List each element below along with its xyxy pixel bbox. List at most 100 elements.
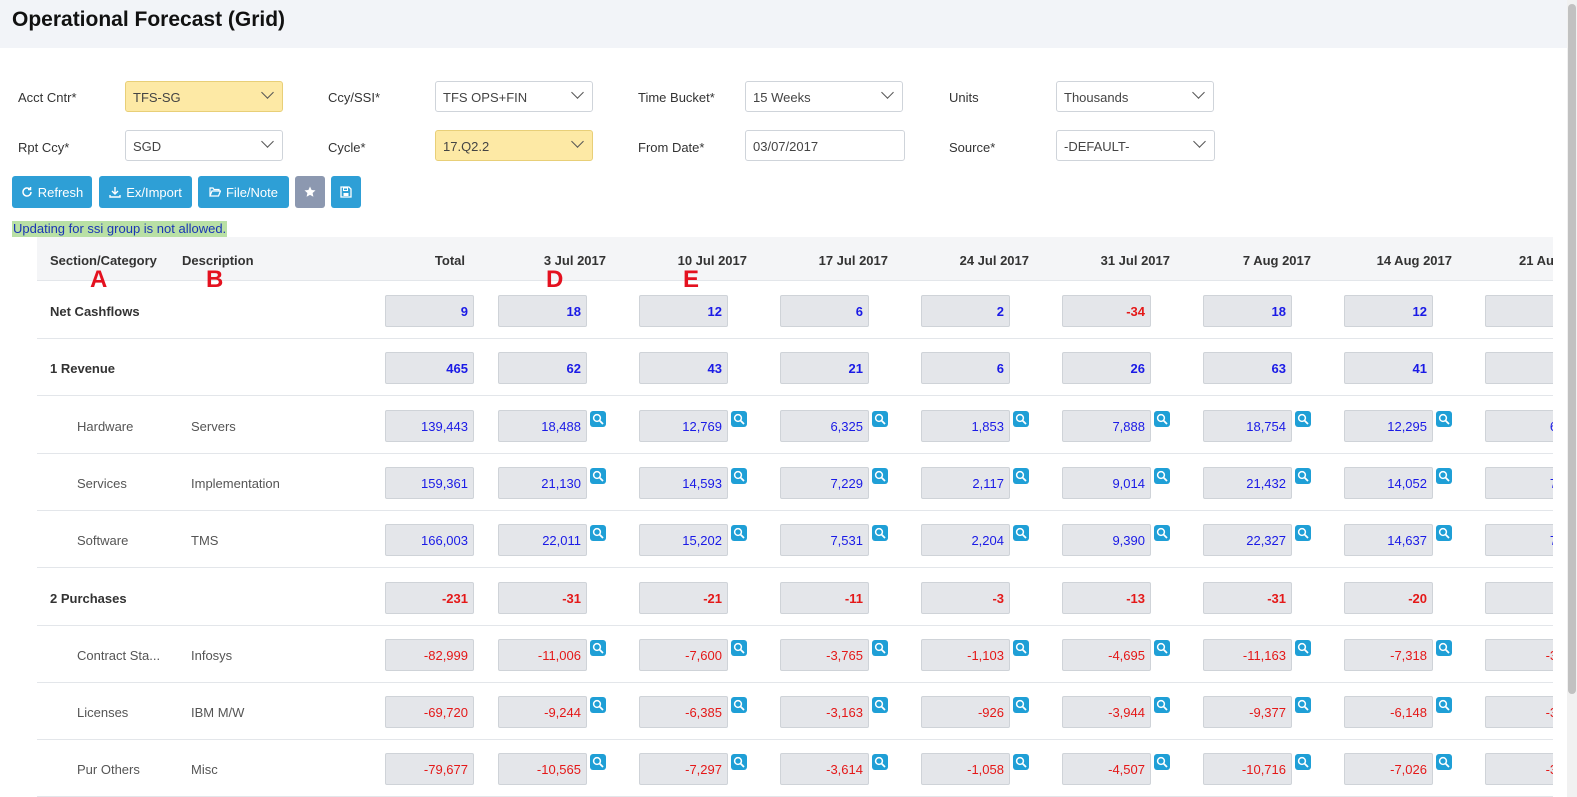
search-detail-icon[interactable] <box>731 754 747 771</box>
search-detail-icon[interactable] <box>1295 697 1311 714</box>
header-week[interactable]: 10 Jul 2017 <box>677 253 747 268</box>
scrollbar-thumb[interactable] <box>1568 4 1576 694</box>
week-value-cell[interactable]: -31 <box>1203 581 1292 614</box>
week-value-cell[interactable]: 1,853 <box>921 409 1010 442</box>
time-bucket-select[interactable]: 15 Weeks <box>745 81 903 112</box>
week-value-cell[interactable] <box>1485 295 1553 327</box>
search-detail-icon[interactable] <box>1295 525 1311 542</box>
search-detail-icon[interactable] <box>590 467 606 484</box>
week-value-cell[interactable]: 63 <box>1203 352 1292 385</box>
week-value-cell[interactable]: 18,754 <box>1203 409 1292 442</box>
search-detail-icon[interactable] <box>731 410 747 427</box>
save-button[interactable] <box>331 176 361 208</box>
week-value-cell[interactable]: -13 <box>1062 581 1151 614</box>
week-value-cell[interactable]: -11,006 <box>498 638 587 671</box>
week-value-cell[interactable]: 14,637 <box>1344 524 1433 557</box>
week-value-cell[interactable]: -11,163 <box>1203 638 1292 671</box>
week-value-cell[interactable]: -10,716 <box>1203 753 1292 786</box>
search-detail-icon[interactable] <box>872 697 888 714</box>
week-value-cell[interactable]: -4,507 <box>1062 753 1151 786</box>
search-detail-icon[interactable] <box>1295 639 1311 656</box>
rpt-ccy-select[interactable]: SGD <box>125 130 283 161</box>
search-detail-icon[interactable] <box>1436 639 1452 656</box>
total-cell[interactable]: 159,361 <box>385 466 474 499</box>
search-detail-icon[interactable] <box>731 697 747 714</box>
header-section-category[interactable]: Section/Category <box>50 253 157 268</box>
week-value-cell[interactable]: 15,202 <box>639 524 728 557</box>
week-value-cell[interactable]: -7,026 <box>1344 753 1433 786</box>
ex-import-button[interactable]: Ex/Import <box>99 176 192 208</box>
source-select[interactable]: -DEFAULT- <box>1056 130 1215 161</box>
week-value-cell[interactable]: 22,327 <box>1203 524 1292 557</box>
from-date-input[interactable]: 03/07/2017 <box>745 130 905 161</box>
week-value-cell[interactable]: -1,058 <box>921 753 1010 786</box>
week-value-cell[interactable]: 7,0 <box>1485 466 1553 499</box>
search-detail-icon[interactable] <box>1436 467 1452 484</box>
week-value-cell[interactable]: -4,695 <box>1062 638 1151 671</box>
search-detail-icon[interactable] <box>1295 410 1311 427</box>
header-total[interactable]: Total <box>434 253 465 268</box>
week-value-cell[interactable]: 26 <box>1062 352 1151 385</box>
search-detail-icon[interactable] <box>1013 754 1029 771</box>
file-note-button[interactable]: File/Note <box>198 176 289 208</box>
week-value-cell[interactable]: -7,297 <box>639 753 728 786</box>
header-week[interactable]: 21 Au <box>1519 253 1553 268</box>
week-value-cell[interactable]: -3,944 <box>1062 696 1151 729</box>
header-week[interactable]: 17 Jul 2017 <box>818 253 888 268</box>
week-value-cell[interactable]: 6,1 <box>1485 409 1553 442</box>
week-value-cell[interactable]: 62 <box>498 352 587 385</box>
week-value-cell[interactable]: 12,769 <box>639 409 728 442</box>
week-value-cell[interactable]: 41 <box>1344 352 1433 385</box>
refresh-button[interactable]: Refresh <box>12 176 92 208</box>
search-detail-icon[interactable] <box>590 697 606 714</box>
week-value-cell[interactable]: -10,565 <box>498 753 587 786</box>
total-cell[interactable]: 139,443 <box>385 409 474 442</box>
total-cell[interactable]: -79,677 <box>385 753 474 786</box>
search-detail-icon[interactable] <box>590 410 606 427</box>
week-value-cell[interactable]: -3,5 <box>1485 753 1553 786</box>
search-detail-icon[interactable] <box>872 410 888 427</box>
total-cell[interactable]: 166,003 <box>385 524 474 557</box>
week-value-cell[interactable]: 14,593 <box>639 466 728 499</box>
search-detail-icon[interactable] <box>1436 697 1452 714</box>
week-value-cell[interactable]: -31 <box>498 581 587 614</box>
week-value-cell[interactable]: -3 <box>921 581 1010 614</box>
search-detail-icon[interactable] <box>1295 754 1311 771</box>
week-value-cell[interactable]: 7,888 <box>1062 409 1151 442</box>
header-week[interactable]: 31 Jul 2017 <box>1100 253 1170 268</box>
search-detail-icon[interactable] <box>731 525 747 542</box>
week-value-cell[interactable]: 2 <box>1485 352 1553 385</box>
week-value-cell[interactable]: 14,052 <box>1344 466 1433 499</box>
search-detail-icon[interactable] <box>1154 467 1170 484</box>
week-value-cell[interactable]: 9,014 <box>1062 466 1151 499</box>
week-value-cell[interactable]: -3,765 <box>780 638 869 671</box>
search-detail-icon[interactable] <box>1013 697 1029 714</box>
week-value-cell[interactable]: 12,295 <box>1344 409 1433 442</box>
week-value-cell[interactable]: 43 <box>639 352 728 385</box>
vertical-scrollbar[interactable] <box>1567 0 1577 797</box>
search-detail-icon[interactable] <box>1295 467 1311 484</box>
acct-cntr-select[interactable]: TFS-SG <box>125 81 283 112</box>
week-value-cell[interactable]: 2 <box>921 295 1010 327</box>
week-value-cell[interactable]: 22,011 <box>498 524 587 557</box>
week-value-cell[interactable]: 18,488 <box>498 409 587 442</box>
total-cell[interactable]: 9 <box>385 295 474 327</box>
search-detail-icon[interactable] <box>1013 410 1029 427</box>
search-detail-icon[interactable] <box>1154 754 1170 771</box>
total-cell[interactable]: -231 <box>385 581 474 614</box>
week-value-cell[interactable]: -3,0 <box>1485 696 1553 729</box>
header-description[interactable]: Description <box>182 253 254 268</box>
week-value-cell[interactable]: -3,614 <box>780 753 869 786</box>
search-detail-icon[interactable] <box>1013 467 1029 484</box>
search-detail-icon[interactable] <box>872 754 888 771</box>
week-value-cell[interactable]: -34 <box>1062 295 1151 327</box>
search-detail-icon[interactable] <box>590 525 606 542</box>
week-value-cell[interactable]: 6 <box>921 352 1010 385</box>
week-value-cell[interactable]: 21,432 <box>1203 466 1292 499</box>
favorite-button[interactable] <box>295 176 325 208</box>
week-value-cell[interactable]: -926 <box>921 696 1010 729</box>
week-value-cell[interactable]: -3,163 <box>780 696 869 729</box>
search-detail-icon[interactable] <box>731 467 747 484</box>
week-value-cell[interactable]: -11 <box>780 581 869 614</box>
cycle-select[interactable]: 17.Q2.2 <box>435 130 593 161</box>
